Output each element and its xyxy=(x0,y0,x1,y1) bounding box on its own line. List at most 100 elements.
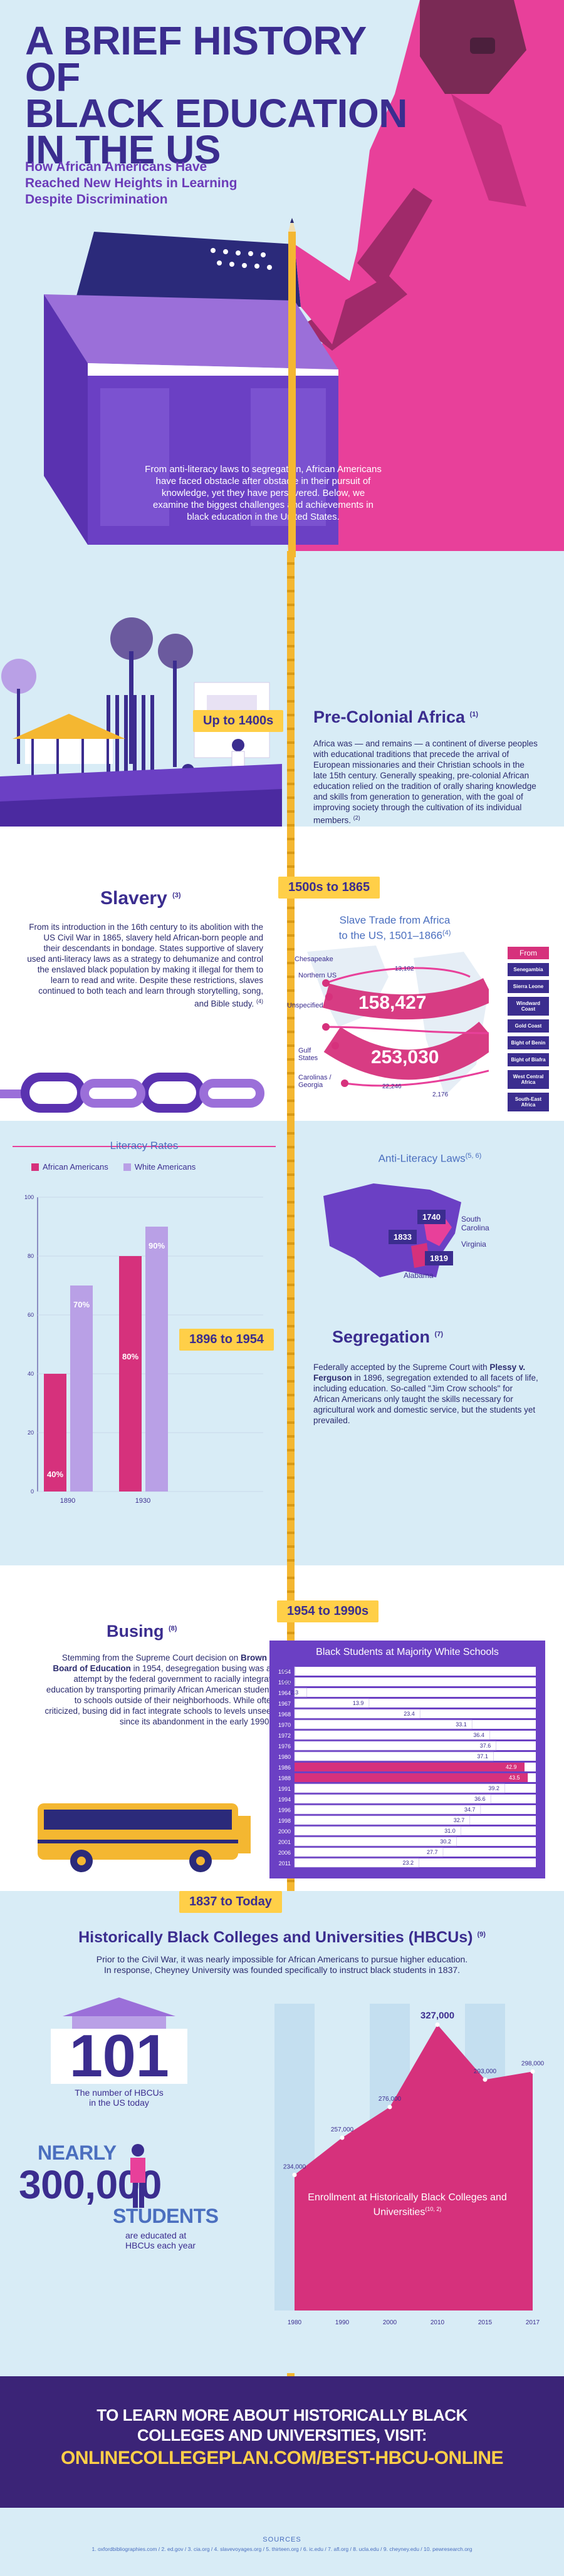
trade-value-3: 13,102 xyxy=(395,966,414,972)
literacy-chart: Literacy Rates African Americans White A… xyxy=(13,1140,276,1547)
student-bar xyxy=(294,1815,471,1825)
slave-trade-title-line-2: to the US, 1501–1866 xyxy=(338,929,442,942)
label-south-carolina: South Carolina xyxy=(461,1215,489,1232)
bar-value-label: 43.5 xyxy=(509,1775,520,1781)
slavery-body: From its introduction in the 16th centur… xyxy=(25,922,263,1009)
timeline-rail-segment-2 xyxy=(287,1121,295,1565)
origin-5: Bight of Biafra xyxy=(508,1053,549,1066)
year-label: 1986 xyxy=(278,1765,291,1771)
enrollment-value-label: 257,000 xyxy=(331,2126,354,2133)
hbcu-count-label-line-1: The number of HBCUs xyxy=(75,2088,164,2098)
hbcu-count-label-line-2: in the US today xyxy=(89,2098,149,2108)
year-label: 2000 xyxy=(278,1828,291,1835)
student-bar xyxy=(294,1837,457,1847)
hbcu-body: Prior to the Civil War, it was nearly im… xyxy=(25,1954,539,1976)
bar-value-label: 13.9 xyxy=(353,1700,364,1706)
enrollment-point xyxy=(292,2172,297,2177)
y-tick-label: 0 xyxy=(31,1488,34,1495)
law-1740: 1740 xyxy=(417,1210,446,1224)
subtitle-line-1: How African Americans Have xyxy=(25,160,207,174)
year-label: 1988 xyxy=(278,1775,291,1781)
legend-swatch-african xyxy=(31,1163,39,1171)
bar-track xyxy=(295,1667,536,1676)
value-label-bg xyxy=(145,1239,168,1252)
y-tick-label: 20 xyxy=(28,1430,34,1436)
student-bar xyxy=(294,1847,444,1857)
y-tick-label: 60 xyxy=(28,1312,34,1318)
enrollment-value-label: 276,000 xyxy=(379,2096,402,2103)
trade-value-1: 158,427 xyxy=(358,992,427,1013)
literacy-value-label: 70% xyxy=(73,1300,90,1309)
legend-label-white: White Americans xyxy=(134,1162,196,1172)
busing-body: Stemming from the Supreme Court decision… xyxy=(38,1652,276,1727)
hbcu-body-line-2: In response, Cheyney University was foun… xyxy=(103,1965,461,1975)
year-label: 1998 xyxy=(278,1818,291,1824)
segregation-section: Segregation (7) Federally accepted by th… xyxy=(313,1327,539,1426)
sources-text: 1. oxfordbibliographies.com / 2. ed.gov … xyxy=(91,2546,473,2552)
year-label: 1968 xyxy=(278,1711,291,1718)
student-bar xyxy=(294,1794,491,1804)
y-tick-label: 100 xyxy=(24,1194,34,1200)
chain-illustration xyxy=(0,1073,264,1113)
hbcu-count-value: 101 xyxy=(50,2026,188,2086)
cta-url-link[interactable]: ONLINECOLLEGEPLAN.COM/BEST-HBCU-ONLINE xyxy=(61,2448,504,2468)
year-label: 1980 xyxy=(278,1754,291,1760)
white-schools-title: Black Students at Majority White Schools xyxy=(269,1647,545,1658)
slave-trade-title: Slave Trade from Africa to the US, 1501–… xyxy=(320,914,470,942)
literacy-chart-title: Literacy Rates xyxy=(110,1140,179,1151)
origin-7: South-East Africa xyxy=(508,1093,549,1111)
students-nearly: NEARLY xyxy=(38,2141,117,2164)
cta-banner: TO LEARN MORE ABOUT HISTORICALLY BLACK C… xyxy=(0,2376,564,2508)
student-bar xyxy=(294,1783,505,1793)
literacy-value-label: 90% xyxy=(149,1241,165,1250)
bar-value-label: 37.6 xyxy=(480,1743,491,1749)
enrollment-area xyxy=(295,2024,533,2311)
cta-line-1: TO LEARN MORE ABOUT HISTORICALLY BLACK xyxy=(97,2406,467,2424)
slave-trade-ref: (4) xyxy=(442,929,451,937)
year-label: 2001 xyxy=(278,1839,291,1845)
year-label: 1996 xyxy=(278,1807,291,1813)
enrollment-value-label: 293,000 xyxy=(474,2068,497,2075)
antiliteracy-title: Anti-Literacy Laws(5, 6) xyxy=(305,1152,555,1165)
segregation-ref: (7) xyxy=(434,1331,443,1338)
enrollment-point xyxy=(530,2069,535,2074)
page-title: A BRIEF HISTORY OF BLACK EDUCATION IN TH… xyxy=(25,21,426,170)
busing-body-a: Stemming from the Supreme Court decision… xyxy=(61,1653,241,1662)
period-badge-5: 1837 to Today xyxy=(179,1891,282,1913)
bar-value-label: 23.4 xyxy=(404,1711,415,1717)
segregation-case: Plessy v. Ferguson xyxy=(313,1363,526,1383)
bar-track xyxy=(295,1688,536,1697)
year-label: 1972 xyxy=(278,1733,291,1739)
title-line-2: BLACK EDUCATION xyxy=(25,91,407,136)
busing-body-b: in 1954, desegregation busing was an att… xyxy=(44,1664,276,1726)
hbcu-section: Historically Black Colleges and Universi… xyxy=(25,1929,539,1976)
year-label: 2011 xyxy=(279,1860,291,1867)
enrollment-point xyxy=(387,2105,392,2110)
year-label: 1976 xyxy=(278,1743,291,1749)
hbcu-title-text: Historically Black Colleges and Universi… xyxy=(78,1929,473,1946)
segregation-body: Federally accepted by the Supreme Court … xyxy=(313,1362,539,1426)
intro-text: From anti-literacy laws to segregation, … xyxy=(145,464,382,522)
slavery-title: Slavery (3) xyxy=(100,888,263,909)
enrollment-point xyxy=(340,2135,345,2140)
student-bar xyxy=(295,1763,525,1771)
bar-value-label: 30.2 xyxy=(440,1838,451,1845)
year-label: 1960 xyxy=(278,1679,291,1686)
year-label: 1991 xyxy=(278,1786,291,1792)
slave-trade-map: Slave Trade from Africa to the US, 1501–… xyxy=(287,914,564,1111)
bar-value-label: 0 xyxy=(283,1668,286,1674)
students-sub-line-2: HBCUs each year xyxy=(125,2240,196,2250)
precolonial-title: Pre-Colonial Africa (1) xyxy=(313,708,539,727)
student-figure-illustration xyxy=(282,0,564,551)
bar-value-label: 34.7 xyxy=(464,1806,476,1813)
legend-label-african: African Americans xyxy=(43,1162,108,1172)
bar-value-label: 32.7 xyxy=(454,1817,465,1823)
value-label-bg xyxy=(70,1298,93,1311)
year-label: 1970 xyxy=(278,1722,291,1728)
period-badge-4: 1954 to 1990s xyxy=(277,1600,379,1622)
literacy-legend: African Americans White Americans xyxy=(31,1162,196,1172)
slave-trade-title-line-1: Slave Trade from Africa xyxy=(339,914,451,926)
precolonial-body-text: Africa was — and remains — a continent o… xyxy=(313,739,538,825)
enrollment-year-label: 2017 xyxy=(526,2319,540,2326)
origin-6: West Central Africa xyxy=(508,1070,549,1089)
